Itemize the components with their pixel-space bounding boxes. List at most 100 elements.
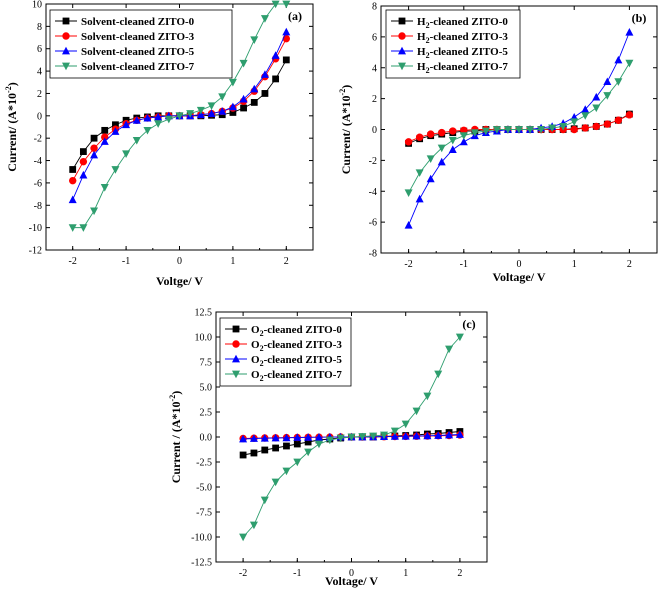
x-tick-label: 1 (572, 259, 577, 270)
data-point (415, 169, 424, 177)
legend-marker (62, 32, 70, 40)
data-point (282, 433, 291, 442)
data-point (122, 120, 131, 129)
data-point (455, 430, 464, 438)
data-point (90, 150, 99, 159)
y-axis-title: Current/ (A*10-2) (4, 82, 19, 171)
legend-entry: H2-cleaned ZITO-7 (417, 61, 508, 75)
data-point (261, 446, 269, 454)
data-point (526, 126, 535, 134)
legend-marker (62, 46, 70, 55)
data-point (423, 431, 432, 440)
data-point (515, 126, 523, 134)
data-point (401, 420, 410, 429)
data-point (603, 92, 612, 100)
data-point (132, 116, 141, 124)
data-point (250, 99, 258, 106)
data-point (282, 56, 290, 64)
data-point (380, 431, 389, 440)
data-point (112, 121, 119, 129)
data-point (625, 28, 634, 36)
data-point (293, 440, 301, 448)
data-point (492, 126, 501, 134)
data-point (196, 106, 205, 115)
y-tick-label: 0.0 (200, 433, 213, 444)
data-point (459, 137, 468, 146)
data-point (415, 133, 424, 141)
data-point (69, 166, 77, 173)
data-point (101, 126, 109, 134)
data-point (559, 123, 568, 131)
x-tick-label: -2 (239, 568, 247, 579)
x-tick-label: 1 (403, 568, 408, 579)
data-point (271, 478, 280, 487)
data-point (325, 436, 334, 445)
data-point (239, 533, 248, 542)
data-point (293, 433, 302, 441)
data-point (481, 127, 490, 136)
data-point (347, 433, 356, 442)
series-4 (68, 0, 291, 232)
data-point (207, 102, 216, 110)
data-point (90, 134, 98, 142)
legend-marker (232, 370, 240, 379)
data-point (207, 109, 216, 117)
data-point (426, 155, 435, 164)
data-point (249, 434, 258, 442)
x-tick-label: -2 (69, 256, 77, 267)
data-point (90, 144, 98, 152)
data-point (438, 128, 446, 137)
legend-box (49, 9, 233, 79)
y-tick-label: 10 (32, 0, 42, 11)
data-point (111, 166, 120, 174)
y-tick-label: 8 (37, 22, 42, 33)
data-point (271, 433, 280, 442)
data-point (186, 110, 195, 118)
data-point (282, 27, 291, 36)
y-axis-title: Current/ (A*10-2) (338, 85, 353, 174)
legend-entry: Solvent-cleaned ZITO-3 (81, 31, 195, 43)
y-tick-label: -8 (369, 249, 377, 260)
legend-entry: H2-cleaned ZITO-3 (417, 31, 508, 45)
data-point (390, 432, 399, 440)
data-point (293, 458, 302, 467)
data-point (304, 433, 313, 441)
y-tick-label: -8 (34, 201, 42, 212)
data-point (423, 392, 432, 401)
legend-marker (62, 62, 70, 71)
data-point (69, 176, 77, 185)
data-point (412, 431, 421, 440)
legend-marker (232, 325, 240, 333)
legend-marker (232, 354, 240, 363)
y-tick-label: -10 (29, 223, 42, 234)
data-point (358, 433, 367, 441)
data-point (282, 0, 291, 9)
data-point (260, 15, 269, 23)
data-point (503, 126, 512, 134)
data-point (369, 432, 378, 441)
data-point (470, 129, 479, 137)
data-point (448, 145, 457, 153)
y-tick-label: -2 (369, 156, 377, 167)
y-tick-label: -6 (34, 178, 42, 189)
legend-marker (398, 46, 406, 55)
series-4 (239, 333, 464, 542)
y-tick-label: 0 (37, 111, 42, 122)
panel-letter: (a) (288, 9, 302, 23)
x-tick-label: 0 (177, 256, 182, 267)
legend-entry: O2-cleaned ZITO-0 (251, 324, 342, 338)
series-1 (239, 428, 464, 459)
data-point (390, 427, 399, 436)
legend-marker (398, 17, 406, 25)
data-point (250, 36, 259, 44)
data-point (603, 120, 612, 128)
data-point (132, 137, 141, 145)
data-point (434, 370, 443, 379)
data-point (603, 77, 612, 86)
data-point (614, 55, 623, 64)
data-point (111, 127, 120, 135)
x-tick-label: 2 (627, 259, 632, 270)
y-tick-label: 5.0 (200, 383, 213, 394)
